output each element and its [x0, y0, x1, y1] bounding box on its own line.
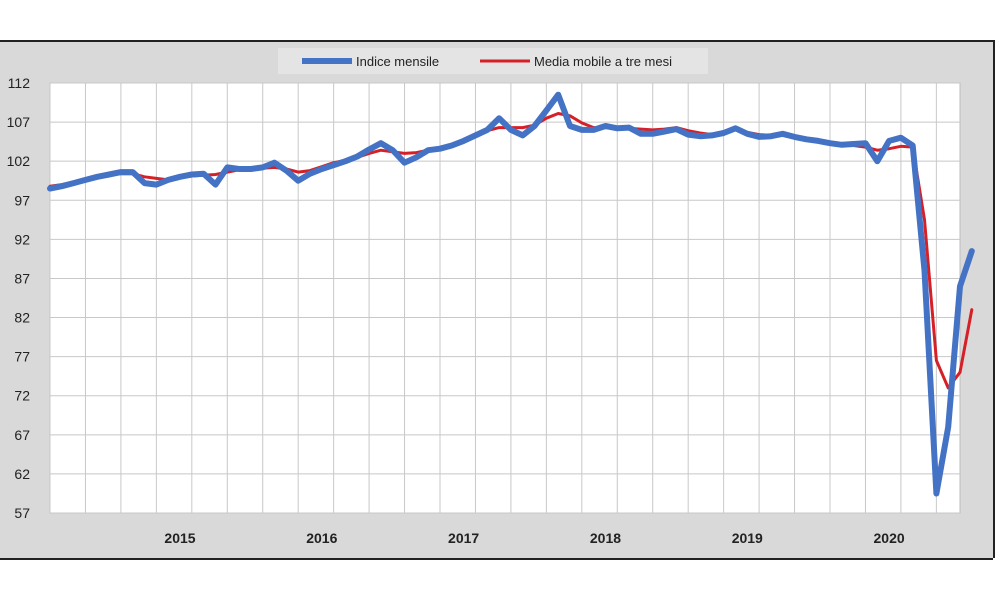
y-tick-label: 97 [14, 192, 30, 208]
legend-label-indice-mensile: Indice mensile [356, 54, 439, 69]
gridlines [49, 82, 960, 514]
legend-label-media-mobile: Media mobile a tre mesi [534, 54, 672, 69]
x-axis-ticks: 2015 2016 2017 2018 2019 2020 [164, 530, 904, 546]
y-tick-label: 92 [14, 231, 30, 247]
y-tick-label: 62 [14, 466, 30, 482]
y-tick-label: 107 [7, 114, 31, 130]
y-tick-label: 82 [14, 310, 30, 326]
plot-area [49, 82, 961, 514]
y-tick-label: 102 [7, 153, 31, 169]
x-tick-label: 2015 [164, 530, 195, 546]
legend: Indice mensile Media mobile a tre mesi [278, 48, 708, 74]
y-tick-label: 87 [14, 270, 30, 286]
x-tick-label: 2016 [306, 530, 337, 546]
y-tick-label: 67 [14, 427, 30, 443]
y-tick-label: 72 [14, 388, 30, 404]
x-tick-label: 2018 [590, 530, 621, 546]
x-tick-label: 2019 [732, 530, 763, 546]
y-tick-label: 112 [8, 75, 31, 91]
series-line-indice-mensile [47, 91, 975, 497]
chart-right-border [993, 40, 995, 558]
series-lines [47, 91, 975, 497]
y-axis-ticks: 112 107 102 97 92 87 82 77 72 67 62 57 [7, 75, 31, 521]
y-tick-label: 57 [14, 505, 30, 521]
x-tick-label: 2020 [874, 530, 905, 546]
x-tick-label: 2017 [448, 530, 479, 546]
y-tick-label: 77 [14, 349, 30, 365]
